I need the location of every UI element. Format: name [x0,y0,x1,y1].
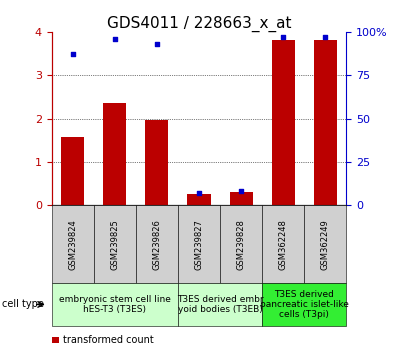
Point [154,41,160,47]
Text: GSM362248: GSM362248 [279,219,288,270]
Text: GSM239828: GSM239828 [236,219,246,270]
Point [238,189,244,194]
Bar [103,103,127,205]
Bar [314,40,337,205]
Point [280,34,286,40]
Text: T3ES derived embr
yoid bodies (T3EB): T3ES derived embr yoid bodies (T3EB) [177,295,263,314]
Bar [61,137,84,205]
Point [112,36,118,42]
Text: GSM239825: GSM239825 [110,219,119,270]
Title: GDS4011 / 228663_x_at: GDS4011 / 228663_x_at [107,16,291,32]
Text: cell type: cell type [2,299,44,309]
Point [70,52,76,57]
Bar [187,194,211,205]
Bar [271,40,295,205]
Bar [230,192,253,205]
Text: T3ES derived
pancreatic islet-like
cells (T3pi): T3ES derived pancreatic islet-like cells… [260,290,349,319]
Text: GSM239826: GSM239826 [152,219,162,270]
Text: transformed count: transformed count [63,335,154,345]
Text: embryonic stem cell line
hES-T3 (T3ES): embryonic stem cell line hES-T3 (T3ES) [59,295,171,314]
Bar [145,120,168,205]
Text: GSM239824: GSM239824 [68,219,77,270]
Point [196,190,202,196]
Text: GSM362249: GSM362249 [321,219,330,270]
Text: GSM239827: GSM239827 [195,219,203,270]
Point [322,34,328,40]
